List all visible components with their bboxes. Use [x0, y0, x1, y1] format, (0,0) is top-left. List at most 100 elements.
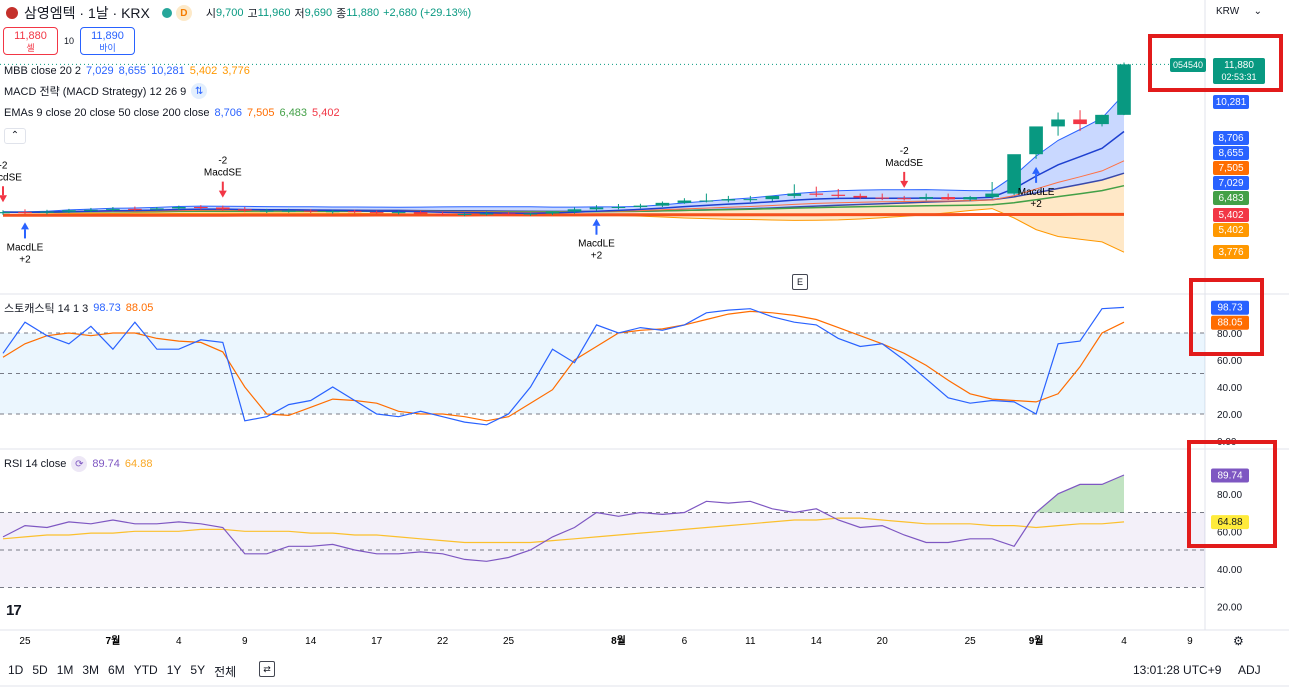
time-axis-label: 4	[176, 636, 182, 647]
candle[interactable]	[391, 212, 406, 214]
range-button-5[interactable]: YTD	[133, 663, 158, 677]
candle[interactable]	[567, 209, 582, 212]
macd-legend[interactable]: MACD 전략 (MACD Strategy) 12 26 9 ⇅	[4, 83, 212, 99]
candle[interactable]	[765, 195, 780, 200]
candle[interactable]	[985, 193, 999, 198]
candle[interactable]	[84, 209, 98, 211]
candle[interactable]	[62, 210, 76, 212]
candle[interactable]	[787, 193, 802, 196]
sell-signal-qty: -2	[0, 160, 8, 171]
price-axis-tag-label: 8,706	[1218, 133, 1243, 144]
mbb-legend[interactable]: MBB close 20 2 7,029 8,655 10,281 5,402 …	[4, 63, 255, 79]
price-axis-tag	[1213, 191, 1249, 205]
candle[interactable]	[150, 208, 164, 210]
range-button-0[interactable]: 1D	[8, 663, 24, 677]
range-button-8[interactable]: 전체	[214, 665, 237, 679]
candle[interactable]	[1051, 119, 1065, 127]
candle[interactable]	[809, 193, 824, 195]
candle[interactable]	[215, 207, 230, 210]
sell-button[interactable]: 11,880 셀	[3, 27, 58, 55]
rsi-ma-line	[2, 517, 1125, 544]
time-axis-label: 9	[242, 636, 248, 647]
price-axis-tag-label: 10,281	[1216, 97, 1247, 108]
candle[interactable]	[194, 207, 208, 209]
candle[interactable]	[457, 213, 472, 215]
candle[interactable]	[1117, 64, 1131, 115]
candle[interactable]	[172, 207, 186, 209]
range-button-2[interactable]: 1M	[56, 663, 74, 677]
calendar-icon[interactable]: ⇄	[259, 661, 275, 677]
emas-legend[interactable]: EMAs 9 close 20 close 50 close 200 close…	[4, 105, 345, 121]
candle[interactable]	[347, 211, 362, 213]
stoch-k-value: 98.73	[93, 302, 121, 314]
candle[interactable]	[1007, 154, 1021, 194]
sell-signal-label: MacdSE	[885, 158, 923, 169]
candle[interactable]	[1073, 119, 1087, 125]
rsi-legend[interactable]: RSI 14 close ⟳ 89.74 64.88	[4, 456, 157, 472]
candle[interactable]	[875, 197, 890, 199]
candle[interactable]	[545, 211, 560, 214]
candle[interactable]	[655, 202, 670, 206]
candle[interactable]	[128, 208, 142, 210]
rsi-line	[2, 474, 1125, 562]
strategy-report-icon[interactable]: ⇅	[191, 83, 208, 99]
candle[interactable]	[435, 213, 450, 215]
currency-select[interactable]: KRW ⌄	[1212, 2, 1266, 20]
range-button-3[interactable]: 3M	[82, 663, 100, 677]
candle[interactable]	[1095, 114, 1109, 125]
time-axis-label: 9월	[1029, 635, 1044, 647]
candle[interactable]	[699, 200, 714, 202]
tradingview-logo-icon[interactable]: 17	[6, 602, 22, 619]
range-button-7[interactable]: 5Y	[190, 663, 206, 677]
buy-signal-qty: +2	[19, 254, 31, 265]
symbol-title[interactable]: 삼영엠텍 · 1날 · KRX	[24, 5, 150, 21]
buy-button[interactable]: 11,890 바이	[80, 27, 135, 55]
candle[interactable]	[413, 212, 428, 214]
candle[interactable]	[0, 212, 10, 214]
candle[interactable]	[18, 212, 32, 214]
close-value: 11,880	[346, 7, 380, 19]
candle[interactable]	[611, 207, 626, 209]
candle[interactable]	[941, 197, 955, 200]
candle[interactable]	[106, 208, 120, 210]
stoch-d-tag	[1211, 315, 1249, 330]
last-price-label: 11,880	[1224, 60, 1254, 71]
time-axis-label: 17	[371, 636, 383, 647]
candle[interactable]	[963, 197, 977, 200]
candle[interactable]	[40, 211, 54, 213]
time-axis-label: 25	[19, 636, 31, 647]
buy-signal-label: MacdLE	[7, 242, 44, 253]
candle[interactable]	[831, 194, 846, 196]
earnings-marker-icon[interactable]: E	[792, 274, 808, 290]
candle[interactable]	[325, 211, 340, 213]
time-axis-label: 25	[965, 636, 977, 647]
buy-signal-arrow-icon	[20, 222, 29, 230]
candle[interactable]	[303, 210, 318, 212]
candle[interactable]	[523, 213, 538, 215]
range-button-6[interactable]: 1Y	[166, 663, 182, 677]
range-button-4[interactable]: 6M	[108, 663, 125, 677]
candle[interactable]	[479, 213, 494, 215]
candle[interactable]	[281, 210, 296, 212]
collapse-legend-button[interactable]: ⌃	[4, 128, 26, 144]
candle[interactable]	[743, 199, 758, 201]
candle[interactable]	[237, 209, 252, 211]
candle[interactable]	[677, 200, 692, 203]
candle[interactable]	[589, 207, 604, 210]
candle[interactable]	[501, 213, 516, 215]
candle[interactable]	[1029, 126, 1043, 155]
candle[interactable]	[919, 197, 933, 199]
candle[interactable]	[259, 210, 274, 212]
candle[interactable]	[721, 199, 736, 201]
adj-button[interactable]: ADJ	[1238, 663, 1261, 677]
rsi-refresh-icon[interactable]: ⟳	[71, 456, 88, 472]
candle[interactable]	[897, 198, 912, 200]
gear-icon[interactable]: ⚙	[1233, 634, 1244, 648]
stoch-legend[interactable]: 스토캐스틱 14 1 3 98.73 88.05	[4, 300, 158, 316]
candle[interactable]	[853, 195, 868, 198]
range-button-1[interactable]: 5D	[32, 663, 48, 677]
candle[interactable]	[369, 212, 384, 214]
candle[interactable]	[633, 205, 648, 208]
buy-price: 11,890	[91, 30, 124, 42]
